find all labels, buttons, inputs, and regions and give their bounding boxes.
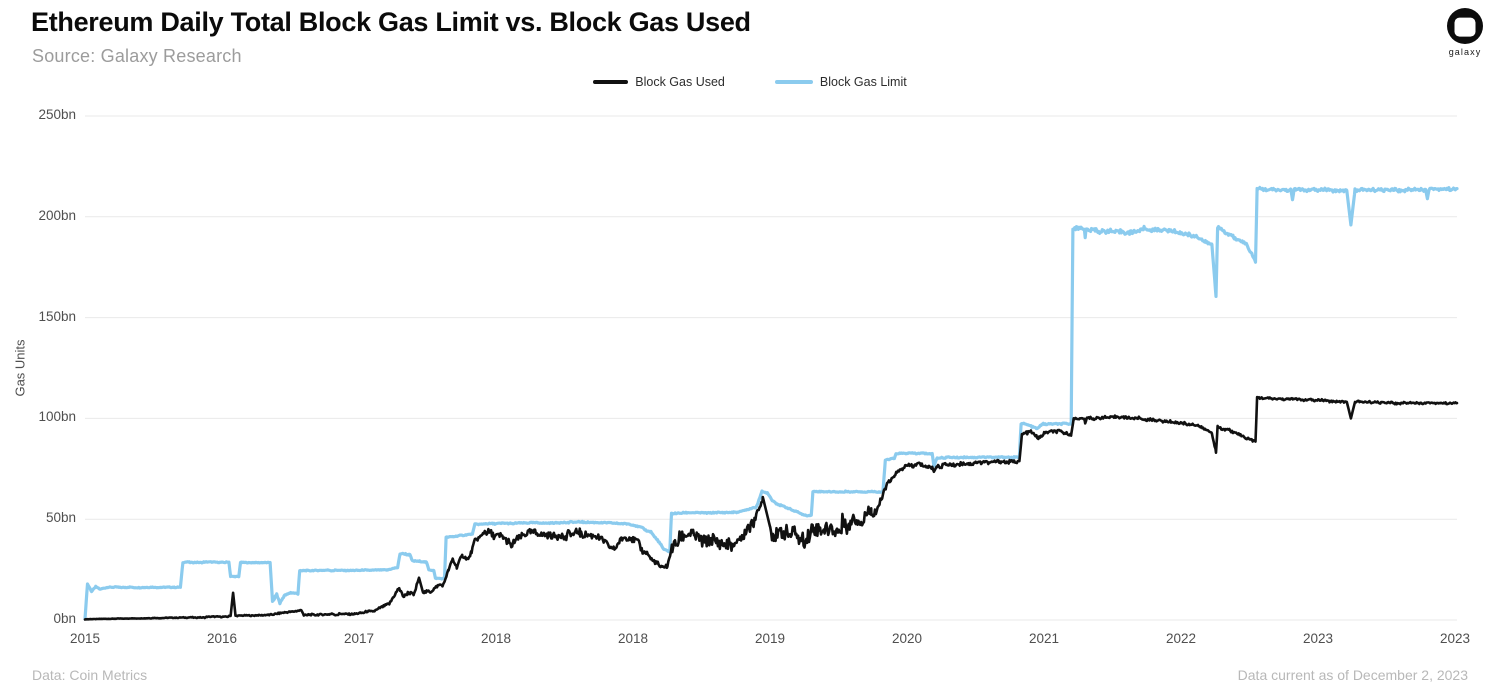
x-tick-label: 2021 — [1028, 631, 1060, 646]
block-gas-used-swatch — [593, 80, 629, 84]
block-gas-limit-swatch — [774, 79, 813, 85]
x-tick-label: 2019 — [754, 631, 786, 646]
x-tick-label: 2016 — [206, 631, 238, 646]
block-gas-used-label: Block Gas Used — [635, 75, 725, 89]
series-lines — [83, 185, 1459, 621]
galaxy-logo: galaxy — [1442, 8, 1488, 57]
x-tick-label: 2018 — [480, 631, 512, 646]
y-tick-label: 100bn — [38, 409, 76, 425]
x-tick-label: 2020 — [891, 631, 923, 646]
y-tick-label: 150bn — [38, 308, 76, 324]
y-tick-label: 200bn — [38, 207, 76, 223]
y-tick-label: 0bn — [53, 611, 76, 626]
x-tick-label: 2017 — [343, 631, 375, 646]
chart-title: Ethereum Daily Total Block Gas Limit vs.… — [31, 7, 751, 37]
x-tick-label: 2018 — [617, 631, 649, 646]
block-gas-limit-label: Block Gas Limit — [819, 75, 907, 89]
data-current-note: Data current as of December 2, 2023 — [1237, 667, 1468, 683]
x-tick-label: 2023 — [1439, 631, 1471, 646]
y-axis-title: Gas Units — [12, 339, 28, 397]
series-line-block-gas-limit — [83, 185, 1459, 621]
galaxy-logo-icon — [1447, 8, 1483, 44]
y-tick-label: 250bn — [38, 107, 76, 122]
legend: Block Gas Used Block Gas Limit — [0, 75, 1500, 89]
data-source-note: Data: Coin Metrics — [32, 667, 148, 683]
galaxy-logo-screen-shape — [1454, 17, 1476, 37]
x-tick-label: 2023 — [1302, 631, 1334, 646]
galaxy-logo-wordmark: galaxy — [1448, 47, 1482, 57]
gridlines — [85, 115, 1457, 621]
x-tick-label: 2015 — [69, 631, 101, 646]
x-tick-label: 2022 — [1165, 631, 1197, 646]
y-tick-label: 50bn — [45, 510, 76, 526]
legend-item-block-gas-used: Block Gas Used — [593, 75, 725, 89]
chart-source-subtitle: Source: Galaxy Research — [32, 46, 242, 66]
legend-item-block-gas-limit: Block Gas Limit — [774, 75, 907, 89]
series-line-block-gas-used — [83, 395, 1459, 621]
